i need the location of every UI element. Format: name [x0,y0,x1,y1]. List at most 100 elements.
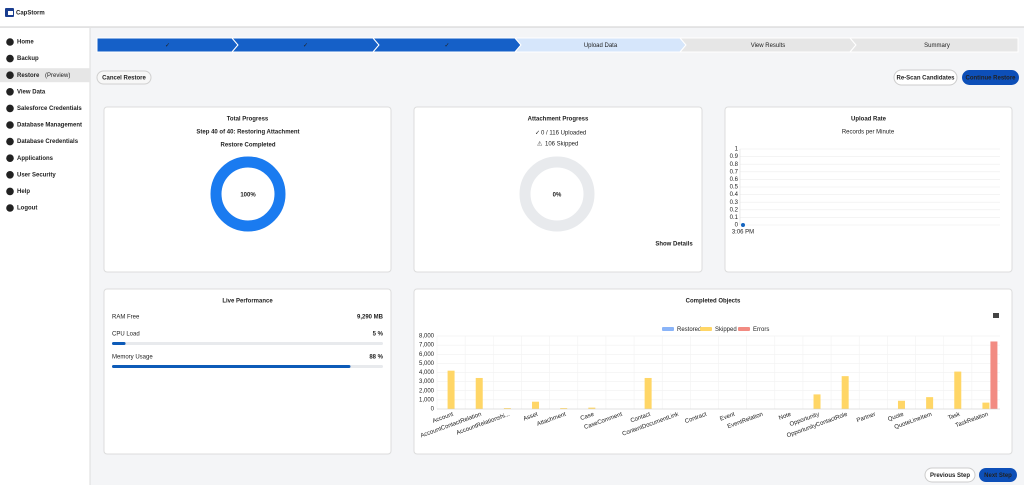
y-tick-label: 0.5 [730,185,739,191]
button[interactable] [979,468,1017,482]
skipped-count: 106 Skipped [545,142,578,148]
sidebar-icon [6,187,14,196]
card [413,288,1013,455]
bar [982,402,990,409]
bar [813,394,821,409]
x-tick-label: Event [719,412,736,423]
card-title: Total Progress [227,117,269,123]
sidebar-item[interactable]: Backup [17,56,39,62]
sidebar-item[interactable]: Restore [17,73,40,79]
button-label[interactable]: Next Step [984,473,1012,479]
y-tick-label: 0.6 [730,177,739,183]
ring-label: 0% [553,193,562,199]
step-label: ✓ [165,43,170,49]
restore-status: Restore Completed [220,143,275,149]
step-status: Step 40 of 40: Restoring Attachment [196,130,299,136]
metric-label: CPU Load [112,332,140,338]
y-tick-label: 3,000 [419,379,435,385]
sidebar-icon [6,71,14,79]
metric-bar [112,365,351,368]
step-label: ✓ [303,43,308,49]
sidebar-icon [6,137,14,146]
x-tick-label: Note [778,412,793,422]
bar [954,371,962,409]
button[interactable] [893,69,958,86]
metric-value: 9,290 MB [357,315,384,321]
ring-track [519,156,595,232]
button-label[interactable]: Continue Restore [965,76,1016,82]
sidebar-item[interactable]: Database Management [17,123,82,129]
y-tick-label: 1,000 [419,397,435,403]
metric-bar [112,342,126,345]
button-label[interactable]: Previous Step [930,473,970,479]
sidebar-item[interactable]: Applications [17,156,54,162]
sidebar-icon [6,88,14,96]
card-title: Live Performance [222,299,273,305]
y-tick-label: 0.4 [730,192,739,198]
warning-icon: ⚠ [537,141,543,148]
sidebar-icon [6,204,14,212]
sidebar-item[interactable]: User Security [17,172,56,178]
sidebar-active [0,68,90,83]
sidebar-item-suffix: (Preview) [45,73,70,79]
legend-label: Restored [677,327,701,333]
step-label: Upload Data [584,43,618,49]
x-tick-label: Quote [887,412,905,423]
sidebar-item[interactable]: Help [17,189,30,195]
y-tick-label: 0.8 [730,162,739,168]
legend-label: Errors [753,327,769,333]
ring-label: 100% [240,193,256,199]
bar [503,408,511,409]
button[interactable] [962,70,1019,85]
y-tick-label: 1 [735,147,739,153]
show-details-link[interactable]: Show Details [655,242,693,248]
bar [841,376,849,409]
button-label[interactable]: Re-Scan Candidates [896,76,955,82]
sidebar-icon [6,54,14,63]
card-title: Completed Objects [686,299,741,305]
legend-swatch [700,327,712,331]
sidebar-item[interactable]: Salesforce Credentials [17,106,82,112]
y-tick-label: 0 [431,407,435,413]
bar [644,377,652,409]
y-tick-label: 0.7 [730,169,739,175]
sidebar [0,28,90,485]
logo-text: CapStorm [16,11,45,17]
card [103,288,392,455]
bar [532,401,540,409]
uploaded-count: 0 / 116 Uploaded [541,131,586,137]
sidebar-item[interactable]: View Data [17,89,46,95]
sidebar-item[interactable]: Database Credentials [17,139,79,145]
metric-label: Memory Usage [112,355,153,361]
step [848,37,1019,53]
sidebar-item[interactable]: Logout [17,206,37,212]
y-tick-label: 0.3 [730,200,739,206]
table-icon [993,313,999,318]
card [724,106,1013,273]
step-label: ✓ [444,43,449,49]
y-tick-label: 0.1 [730,215,739,221]
logo-icon-inner [8,11,13,15]
x-tick-label: Asset [523,412,539,423]
button[interactable] [924,467,976,483]
step-label: Summary [924,43,950,49]
y-tick-label: 0.9 [730,154,739,160]
y-tick-label: 6,000 [419,352,435,358]
y-tick-label: 5,000 [419,361,435,367]
y-tick-label: 0 [735,223,739,229]
button[interactable] [96,70,152,85]
sidebar-icon [6,38,14,46]
y-tick-label: 7,000 [419,343,435,349]
card-title: Attachment Progress [528,117,589,123]
bar [560,408,568,409]
y-tick-label: 8,000 [419,334,435,340]
bar [447,370,455,409]
card [103,106,392,273]
sidebar-item[interactable]: Home [17,40,34,46]
metric-track [112,342,383,345]
sidebar-icon [6,154,14,162]
legend-swatch [662,327,674,331]
sidebar-icon [6,171,14,179]
button-label[interactable]: Cancel Restore [102,76,146,82]
